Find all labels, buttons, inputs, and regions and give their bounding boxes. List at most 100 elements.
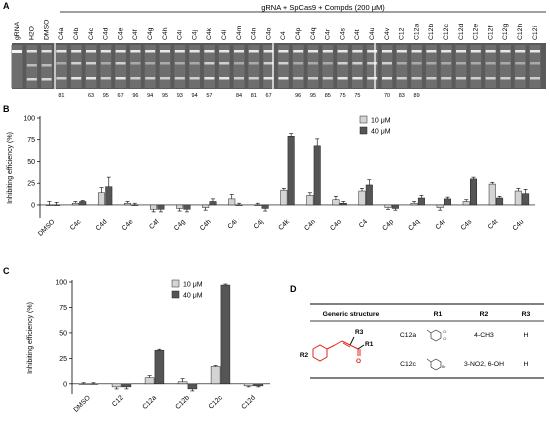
gel-band: [293, 62, 304, 65]
bar-C4p-10μM: [384, 204, 392, 208]
x-tick-label: C4r: [435, 218, 448, 231]
gel-lane-label: C4b: [73, 27, 80, 40]
gel-band: [456, 50, 466, 53]
gel-band: [41, 50, 52, 53]
bar-C4u-10μM: [514, 190, 522, 206]
gel-lane: [440, 45, 452, 88]
gel-band: [26, 50, 37, 53]
x-tick-label: C4g: [173, 218, 187, 232]
gel-band: [352, 50, 363, 53]
gel-band: [485, 50, 496, 53]
bar-C4c-10μM: [71, 202, 79, 206]
gel-lane: [307, 45, 319, 88]
gel-lane-value: 94: [192, 93, 198, 99]
gel-band: [26, 78, 37, 81]
gel-lane: [411, 45, 423, 88]
gel-band: [71, 50, 82, 53]
gel-band: [100, 77, 111, 80]
legend-swatch: [171, 290, 180, 299]
benzene-ring: [312, 344, 328, 362]
x-tick-label: C4o: [329, 218, 343, 232]
gel-lane-label: C4c: [88, 27, 95, 40]
gel-band: [145, 77, 156, 80]
svg-text:Cl: Cl: [443, 337, 447, 341]
x-tick-label: C4i: [227, 218, 240, 231]
gel-lane: [277, 45, 289, 88]
gel-lane-value: 75: [354, 93, 360, 99]
bar-C4t-40μM: [496, 197, 504, 206]
gel-lane: [485, 45, 497, 88]
gel-band: [530, 62, 540, 65]
gel-band: [145, 50, 156, 53]
gel-lane-label: C12g: [502, 24, 509, 40]
gel-band: [396, 77, 407, 80]
r1-aryl-structure-c12c: Br: [426, 358, 446, 371]
gel-lane-label: C12i: [532, 26, 539, 40]
r1-label: R1: [365, 341, 374, 348]
gel-band: [130, 50, 141, 53]
gel-band: [470, 50, 481, 53]
x-tick-label: C4c: [69, 218, 83, 232]
x-tick-label: C4q: [407, 218, 421, 232]
bar-C4i-40μM: [235, 204, 243, 206]
gel-band: [160, 62, 170, 65]
bar-C12c-10μM: [210, 366, 221, 385]
gel-lane: [425, 45, 437, 88]
bond: [334, 340, 343, 346]
gel-band: [263, 77, 274, 80]
gel-lane-label: C4l: [221, 29, 228, 40]
gel-band: [293, 77, 304, 80]
gel-band: [56, 50, 67, 53]
gel-band: [396, 62, 407, 65]
gel-band: [174, 77, 185, 80]
bar-C4d-40μM: [105, 186, 113, 206]
gel-lane-label: C4i: [177, 29, 184, 40]
y-tick-label: 100: [23, 116, 35, 123]
gel-lane-label: C4m: [236, 25, 243, 40]
gel-band: [382, 77, 392, 80]
gel-lane-label: C4j: [191, 29, 198, 40]
chemical-structure: R2 R3 R1 O: [300, 329, 374, 365]
x-tick-label: DMSO: [73, 394, 92, 413]
gel-lane: [322, 45, 334, 88]
structure-table: Generic structure R1 R2 R3 R2 R3 R1 O C1…: [300, 303, 544, 379]
gel-lane-label: C4q: [310, 27, 317, 40]
legend-swatch: [359, 126, 368, 135]
bar-C4n-10μM: [306, 195, 314, 206]
bond: [342, 342, 351, 348]
row-compound-c12a: C12a: [400, 332, 416, 339]
gel-band: [411, 77, 422, 80]
gel-band: [219, 50, 230, 53]
gel-band: [248, 62, 259, 65]
x-tick-label: C4: [358, 218, 369, 229]
x-tick-label: C4s: [460, 218, 474, 232]
gel-lane: [70, 45, 82, 88]
gel-lane: [85, 45, 97, 88]
gel-band: [100, 62, 111, 65]
gel-band: [441, 77, 452, 80]
gel-lane: [55, 45, 67, 88]
bar-C12d-10μM: [243, 383, 254, 387]
bar-C4k-40μM: [287, 136, 295, 206]
gel-lane-label: DMSO: [43, 20, 50, 40]
gel-lane-label: C4: [280, 31, 287, 40]
y-tick-label: 75: [27, 137, 35, 144]
gel-lane-value: 93: [177, 93, 183, 99]
gel-lane-label: C4p: [295, 27, 302, 40]
gel-band: [411, 50, 422, 53]
gel-lane: [11, 45, 23, 88]
gel-band: [308, 62, 318, 65]
bar-C4q-40μM: [417, 197, 425, 206]
row-compound-c12c: C12c: [400, 361, 416, 368]
y-tick-label: 50: [27, 159, 35, 166]
gel-band: [308, 77, 318, 80]
gel-lane-label: C12h: [517, 24, 524, 40]
gel-lane-label: C4v: [384, 27, 391, 40]
x-tick-label: C12d: [240, 394, 257, 411]
r2-label: R2: [300, 352, 309, 359]
gel-lane-value: 67: [118, 93, 124, 99]
table-header-r2: R2: [480, 311, 489, 318]
gel-band: [367, 77, 378, 80]
bar-DMSO-40μM: [88, 383, 99, 385]
